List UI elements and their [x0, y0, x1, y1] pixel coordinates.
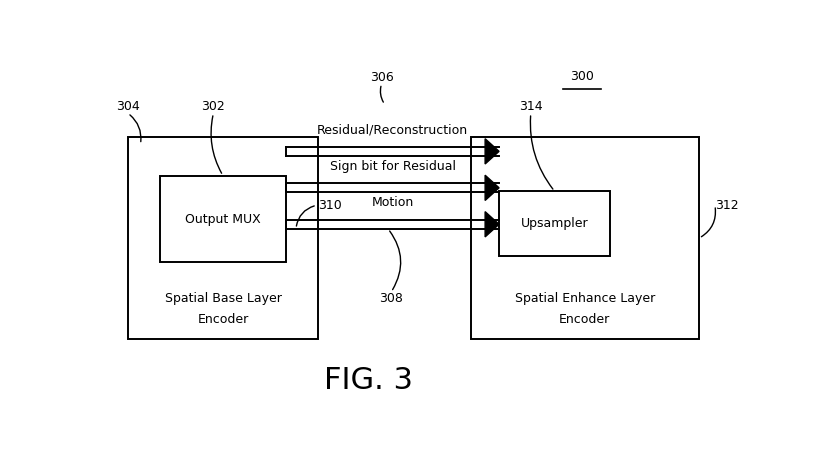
Bar — [499, 191, 610, 256]
Text: Spatial Base Layer: Spatial Base Layer — [165, 292, 282, 305]
Text: FIG. 3: FIG. 3 — [324, 366, 414, 395]
Text: Output MUX: Output MUX — [185, 212, 260, 226]
Bar — [160, 176, 287, 262]
Text: 310: 310 — [318, 199, 342, 212]
Text: Motion: Motion — [372, 196, 414, 209]
Polygon shape — [485, 212, 499, 237]
Text: 306: 306 — [370, 71, 393, 83]
Text: Upsampler: Upsampler — [521, 217, 588, 230]
Text: 304: 304 — [116, 100, 139, 113]
Polygon shape — [485, 175, 499, 200]
Text: Sign bit for Residual: Sign bit for Residual — [330, 160, 455, 173]
Bar — [470, 138, 699, 339]
Text: 312: 312 — [715, 199, 739, 212]
Text: Residual/Reconstruction: Residual/Reconstruction — [317, 124, 468, 136]
Bar — [128, 138, 318, 339]
Text: 314: 314 — [519, 100, 543, 113]
Text: 300: 300 — [570, 70, 594, 83]
Text: Encoder: Encoder — [197, 313, 249, 326]
Text: 302: 302 — [201, 100, 225, 113]
Text: 308: 308 — [379, 292, 403, 305]
Text: Spatial Enhance Layer: Spatial Enhance Layer — [514, 292, 655, 305]
Polygon shape — [485, 139, 499, 164]
Text: Encoder: Encoder — [559, 313, 610, 326]
